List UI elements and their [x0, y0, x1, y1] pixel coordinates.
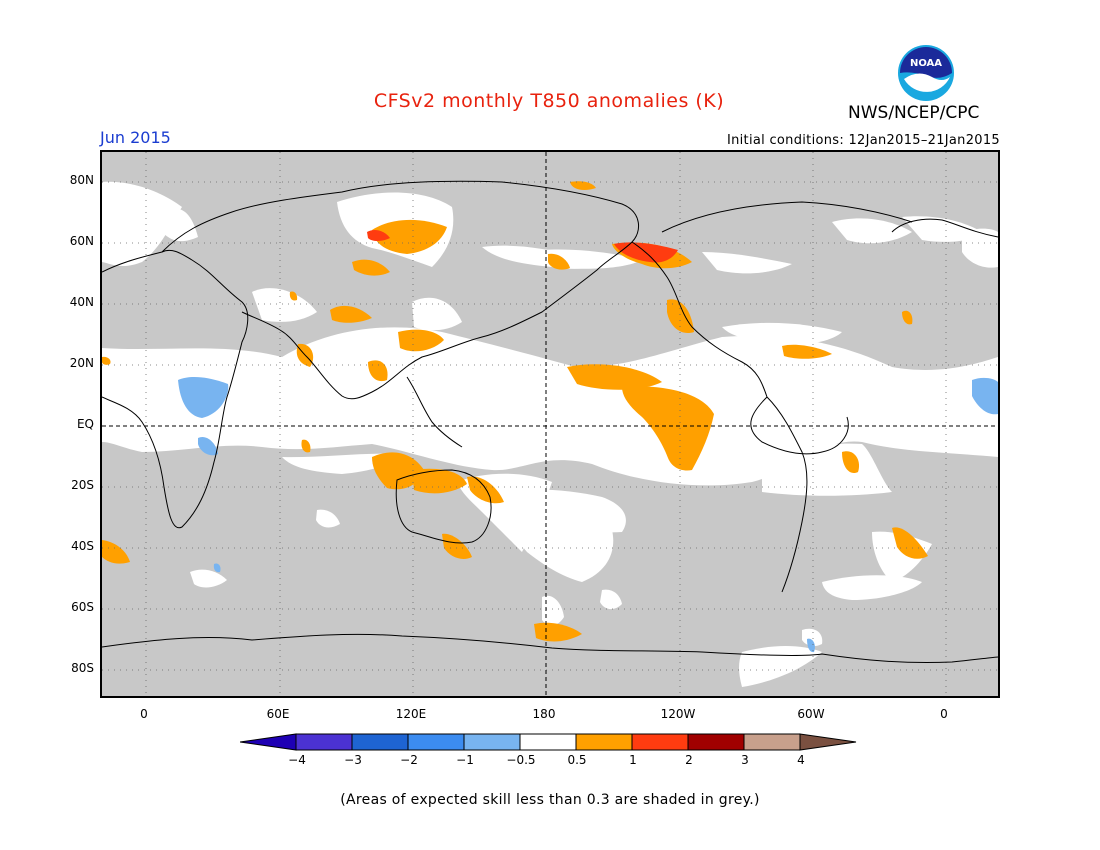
- colorbar: [240, 733, 857, 751]
- colorbar-label: 1: [629, 753, 637, 767]
- coastlines: [102, 180, 998, 664]
- lat-label: 80N: [69, 173, 94, 187]
- lat-label: EQ: [76, 417, 94, 431]
- cool-anomaly-regions: [178, 377, 998, 653]
- grid-lines: [102, 152, 998, 696]
- warm-anomaly-regions: [102, 181, 928, 642]
- forecast-period: Jun 2015: [100, 128, 171, 147]
- lon-label: 60W: [797, 707, 825, 721]
- colorbar-label: −3: [344, 753, 362, 767]
- lat-label: 40N: [69, 295, 94, 309]
- noaa-logo: NOAA: [897, 44, 955, 102]
- colorbar-swatch: [407, 733, 465, 751]
- agency-label: NWS/NCEP/CPC: [848, 103, 980, 123]
- footnote: (Areas of expected skill less than 0.3 a…: [340, 792, 760, 808]
- colorbar-label: 4: [797, 753, 805, 767]
- lon-label: 180: [532, 707, 556, 721]
- colorbar-swatch: [463, 733, 521, 751]
- lon-label: 120E: [395, 707, 427, 721]
- colorbar-label: 3: [741, 753, 749, 767]
- colorbar-label: −2: [400, 753, 418, 767]
- colorbar-label: 2: [685, 753, 693, 767]
- lon-label: 0: [940, 707, 948, 721]
- lat-label: 40S: [71, 539, 94, 553]
- initial-conditions: Initial conditions: 12Jan2015–21Jan2015: [726, 133, 1000, 148]
- colorbar-swatch: [743, 733, 801, 751]
- colorbar-swatch: [519, 733, 577, 751]
- lat-label: 20N: [69, 356, 94, 370]
- map-title: CFSv2 monthly T850 anomalies (K): [373, 90, 725, 112]
- colorbar-swatch: [631, 733, 689, 751]
- lat-label: 80S: [71, 661, 94, 675]
- lat-label: 20S: [71, 478, 94, 492]
- lon-label: 0: [140, 707, 148, 721]
- colorbar-arrow-left: [240, 733, 297, 751]
- equator-dateline: [102, 152, 998, 696]
- lon-label: 120W: [660, 707, 696, 721]
- colorbar-label: −1: [456, 753, 474, 767]
- lon-label: 60E: [266, 707, 290, 721]
- colorbar-swatch: [575, 733, 633, 751]
- anomaly-map: [100, 150, 1000, 698]
- colorbar-arrow-right: [799, 733, 857, 751]
- colorbar-label: −4: [288, 753, 306, 767]
- colorbar-swatch: [351, 733, 409, 751]
- colorbar-swatch: [687, 733, 745, 751]
- noaa-logo-text: NOAA: [910, 58, 942, 69]
- lat-label: 60S: [71, 600, 94, 614]
- colorbar-label: −0.5: [506, 753, 536, 767]
- anomaly-map-svg: [102, 152, 998, 696]
- colorbar-label: 0.5: [567, 753, 587, 767]
- lat-label: 60N: [69, 234, 94, 248]
- colorbar-swatch: [295, 733, 353, 751]
